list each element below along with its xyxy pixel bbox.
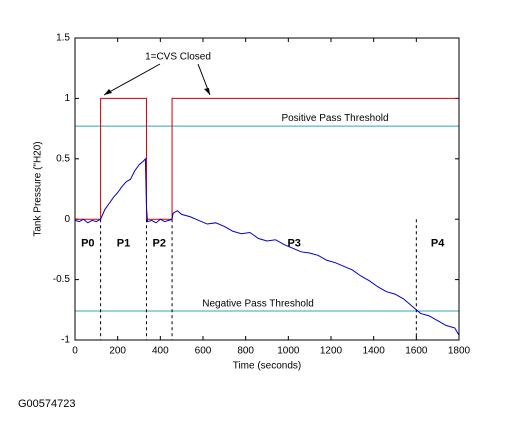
plot-area xyxy=(75,38,459,340)
x-tick-label: 0 xyxy=(72,346,78,357)
y-tick-label: 1 xyxy=(64,93,70,104)
arrow-head xyxy=(204,88,210,95)
plot-frame xyxy=(74,37,460,341)
arrow-head xyxy=(104,89,112,95)
x-tick-label: 400 xyxy=(152,346,169,357)
phase-label: P2 xyxy=(153,237,166,249)
figure-id: G00574723 xyxy=(18,398,76,410)
y-tick-label: -0.5 xyxy=(53,274,71,285)
annotation: 1=CVS Closed xyxy=(145,52,211,63)
x-tick-label: 1200 xyxy=(320,346,343,357)
x-tick-label: 1800 xyxy=(448,346,471,357)
x-tick-label: 600 xyxy=(195,346,212,357)
phase-label: P3 xyxy=(287,237,300,249)
data-line xyxy=(74,157,460,336)
phase-label: P1 xyxy=(117,237,130,249)
y-tick-label: 0 xyxy=(64,214,70,225)
y-tick-label: 1.5 xyxy=(56,33,70,44)
x-tick-label: 1600 xyxy=(405,346,428,357)
y-tick-label: -1 xyxy=(61,335,70,346)
data-line xyxy=(75,97,459,220)
phase-label: P0 xyxy=(81,237,94,249)
x-tick-label: 800 xyxy=(237,346,254,357)
y-axis-label: Tank Pressure ("H20) xyxy=(33,141,44,236)
annotation-arrow xyxy=(103,63,161,96)
x-tick-label: 1000 xyxy=(277,346,300,357)
threshold-label: Positive Pass Threshold xyxy=(281,113,388,124)
x-tick-label: 1400 xyxy=(363,346,386,357)
x-tick-label: 200 xyxy=(109,346,126,357)
threshold-label: Negative Pass Threshold xyxy=(202,299,314,310)
y-tick-label: 0.5 xyxy=(56,153,70,164)
phase-label: P4 xyxy=(431,237,445,249)
x-axis-label: Time (seconds) xyxy=(233,361,302,372)
